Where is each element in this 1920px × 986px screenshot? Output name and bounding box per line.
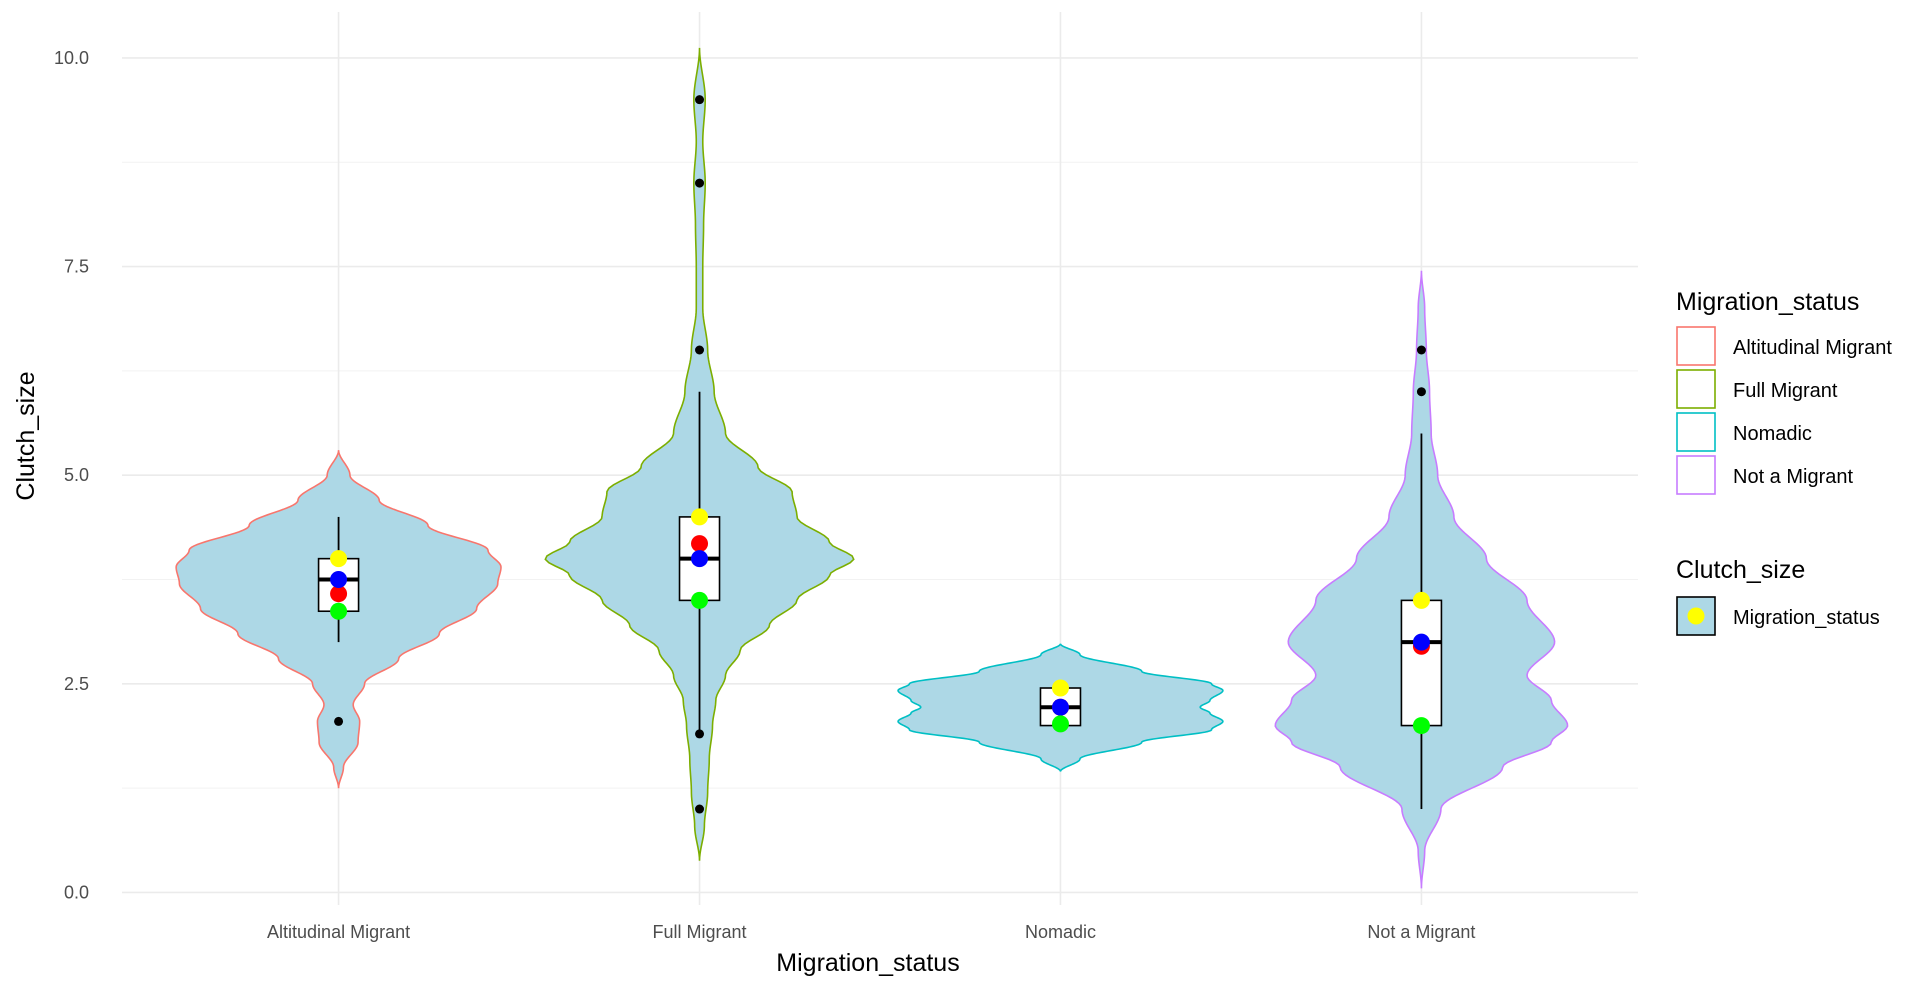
outlier-point	[695, 729, 705, 739]
median-point	[1051, 698, 1069, 716]
x-tick-label: Not a Migrant	[1367, 922, 1475, 942]
legend-label: Not a Migrant	[1733, 466, 1853, 488]
outlier-point	[695, 95, 705, 105]
min-point	[691, 591, 709, 609]
legend-title-migration-status: Migration_status	[1676, 288, 1859, 316]
outlier-point	[334, 716, 344, 726]
max-point	[691, 508, 709, 526]
max-point	[1051, 679, 1069, 697]
x-axis-title: Migration_status	[776, 949, 959, 977]
outlier-point	[695, 178, 705, 188]
legend-key-altitudinal-migrant	[1676, 326, 1716, 366]
mean-point	[330, 585, 348, 603]
outlier-point	[695, 804, 705, 814]
y-tick-label: 0.0	[64, 882, 89, 902]
mean-point	[691, 535, 709, 553]
violins	[175, 47, 1569, 889]
y-axis-ticks: 0.0 2.5 5.0 7.5 10.0	[54, 48, 89, 903]
min-point	[1412, 717, 1430, 735]
median-point	[1412, 633, 1430, 651]
min-point	[330, 602, 348, 620]
x-tick-label: Full Migrant	[653, 922, 747, 942]
legend-key-point	[1687, 607, 1705, 625]
legend-label: Migration_status	[1733, 607, 1880, 629]
y-axis-title: Clutch_size	[12, 371, 40, 500]
median-point	[691, 550, 709, 568]
y-tick-label: 10.0	[54, 48, 89, 68]
x-tick-label: Altitudinal Migrant	[267, 922, 410, 942]
y-tick-label: 7.5	[64, 257, 89, 277]
box	[1400, 599, 1443, 727]
legends: Migration_status Altitudinal Migrant Full …	[1676, 288, 1892, 636]
legend-label: Altitudinal Migrant	[1733, 337, 1892, 359]
max-point	[330, 550, 348, 568]
outlier-point	[1416, 345, 1426, 355]
boxplots	[317, 391, 1443, 810]
legend-title-clutch-size: Clutch_size	[1676, 556, 1805, 584]
y-tick-label: 5.0	[64, 465, 89, 485]
legend-label: Nomadic	[1733, 423, 1812, 445]
legend-label: Full Migrant	[1733, 380, 1838, 402]
y-tick-label: 2.5	[64, 674, 89, 694]
legend-key-full-migrant	[1676, 369, 1716, 409]
median-point	[330, 571, 348, 589]
max-point	[1412, 591, 1430, 609]
data-points	[330, 95, 1430, 814]
min-point	[1051, 715, 1069, 733]
legend-key-nomadic	[1676, 412, 1716, 452]
outlier-point	[1416, 387, 1426, 397]
x-axis-ticks: Altitudinal Migrant Full Migrant Nomadic No…	[267, 922, 1475, 942]
legend-key-not-a-migrant	[1676, 455, 1716, 495]
x-tick-label: Nomadic	[1025, 922, 1096, 942]
outlier-point	[695, 345, 705, 355]
